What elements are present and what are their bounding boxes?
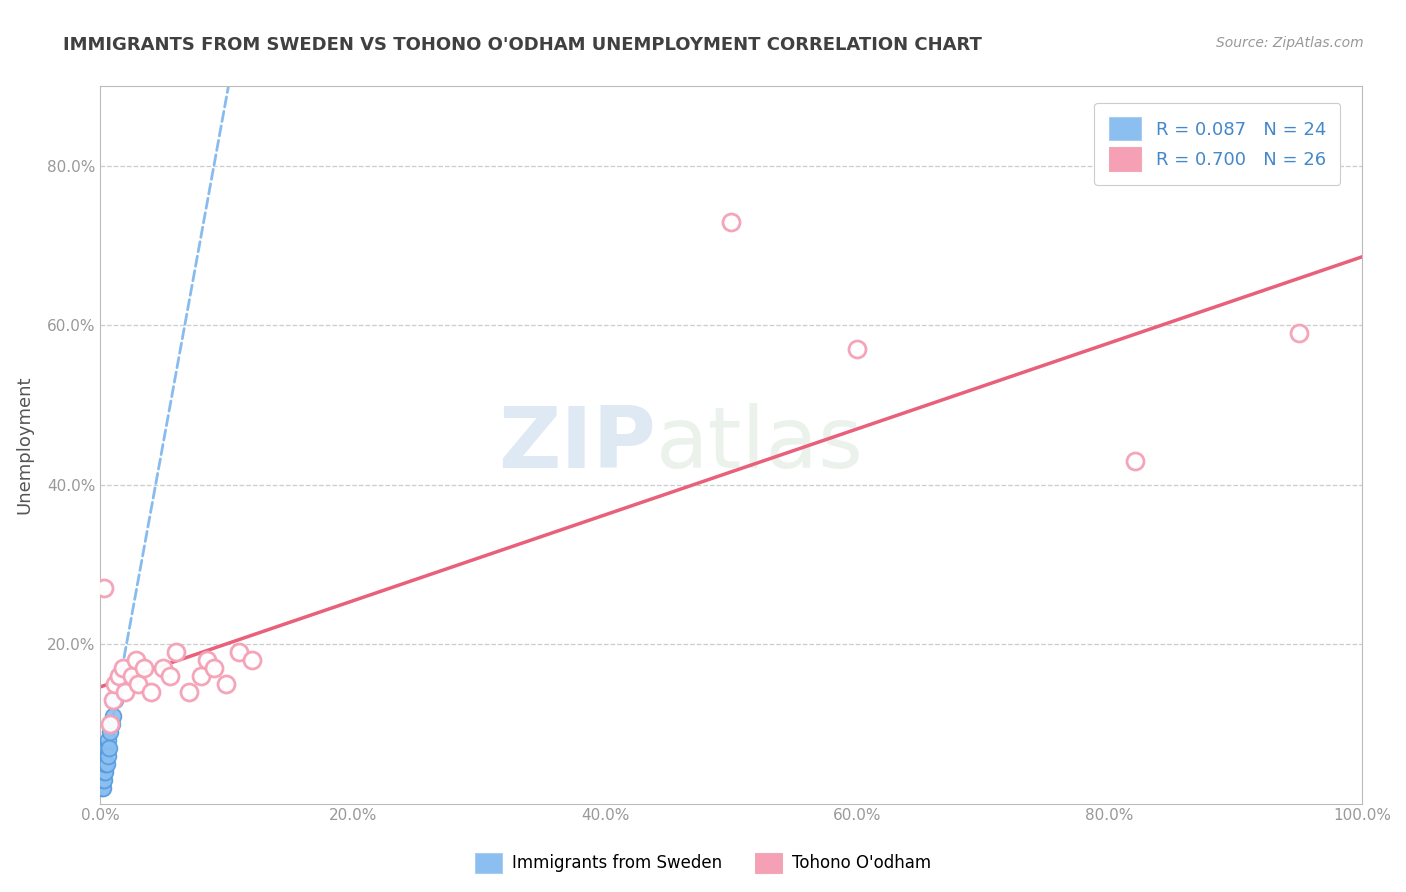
Point [114,685,136,699]
Text: IMMIGRANTS FROM SWEDEN VS TOHONO O'ODHAM UNEMPLOYMENT CORRELATION CHART: IMMIGRANTS FROM SWEDEN VS TOHONO O'ODHAM… [63,36,983,54]
Point [100,717,122,731]
Point [108,669,131,683]
Point [93,756,115,771]
Point [1288,326,1310,341]
Text: atlas: atlas [655,403,863,486]
Point [91,748,114,763]
Point [134,661,156,675]
Point [91,756,114,771]
Point [90,764,112,779]
Point [101,709,124,723]
Point [98,725,121,739]
Point [101,693,124,707]
Point [720,215,742,229]
Point [93,772,115,787]
Point [91,764,114,779]
Point [121,669,143,683]
Point [90,780,112,795]
Point [104,677,127,691]
Point [124,653,146,667]
Point [91,772,114,787]
Point [98,717,121,731]
Point [97,732,120,747]
Y-axis label: Unemployment: Unemployment [15,376,32,515]
Point [139,685,162,699]
Point [197,653,219,667]
Point [97,748,120,763]
Point [846,343,869,357]
Point [152,661,174,675]
Point [127,677,149,691]
Point [165,645,187,659]
Point [228,645,250,659]
Point [91,780,114,795]
Point [190,669,212,683]
Point [94,764,117,779]
Point [96,756,118,771]
Point [215,677,238,691]
Point [93,748,115,763]
Point [94,740,117,755]
Legend: Immigrants from Sweden, Tohono O'odham: Immigrants from Sweden, Tohono O'odham [468,847,938,880]
Text: ZIP: ZIP [498,403,655,486]
Point [93,764,115,779]
Point [202,661,225,675]
Point [111,661,134,675]
Point [1123,454,1146,468]
Point [98,740,121,755]
Point [159,669,181,683]
Text: Source: ZipAtlas.com: Source: ZipAtlas.com [1216,36,1364,50]
Point [104,693,127,707]
Point [96,740,118,755]
Point [177,685,200,699]
Legend: R = 0.087   N = 24, R = 0.700   N = 26: R = 0.087 N = 24, R = 0.700 N = 26 [1094,103,1340,185]
Point [240,653,263,667]
Point [93,582,115,596]
Point [94,756,117,771]
Point [90,772,112,787]
